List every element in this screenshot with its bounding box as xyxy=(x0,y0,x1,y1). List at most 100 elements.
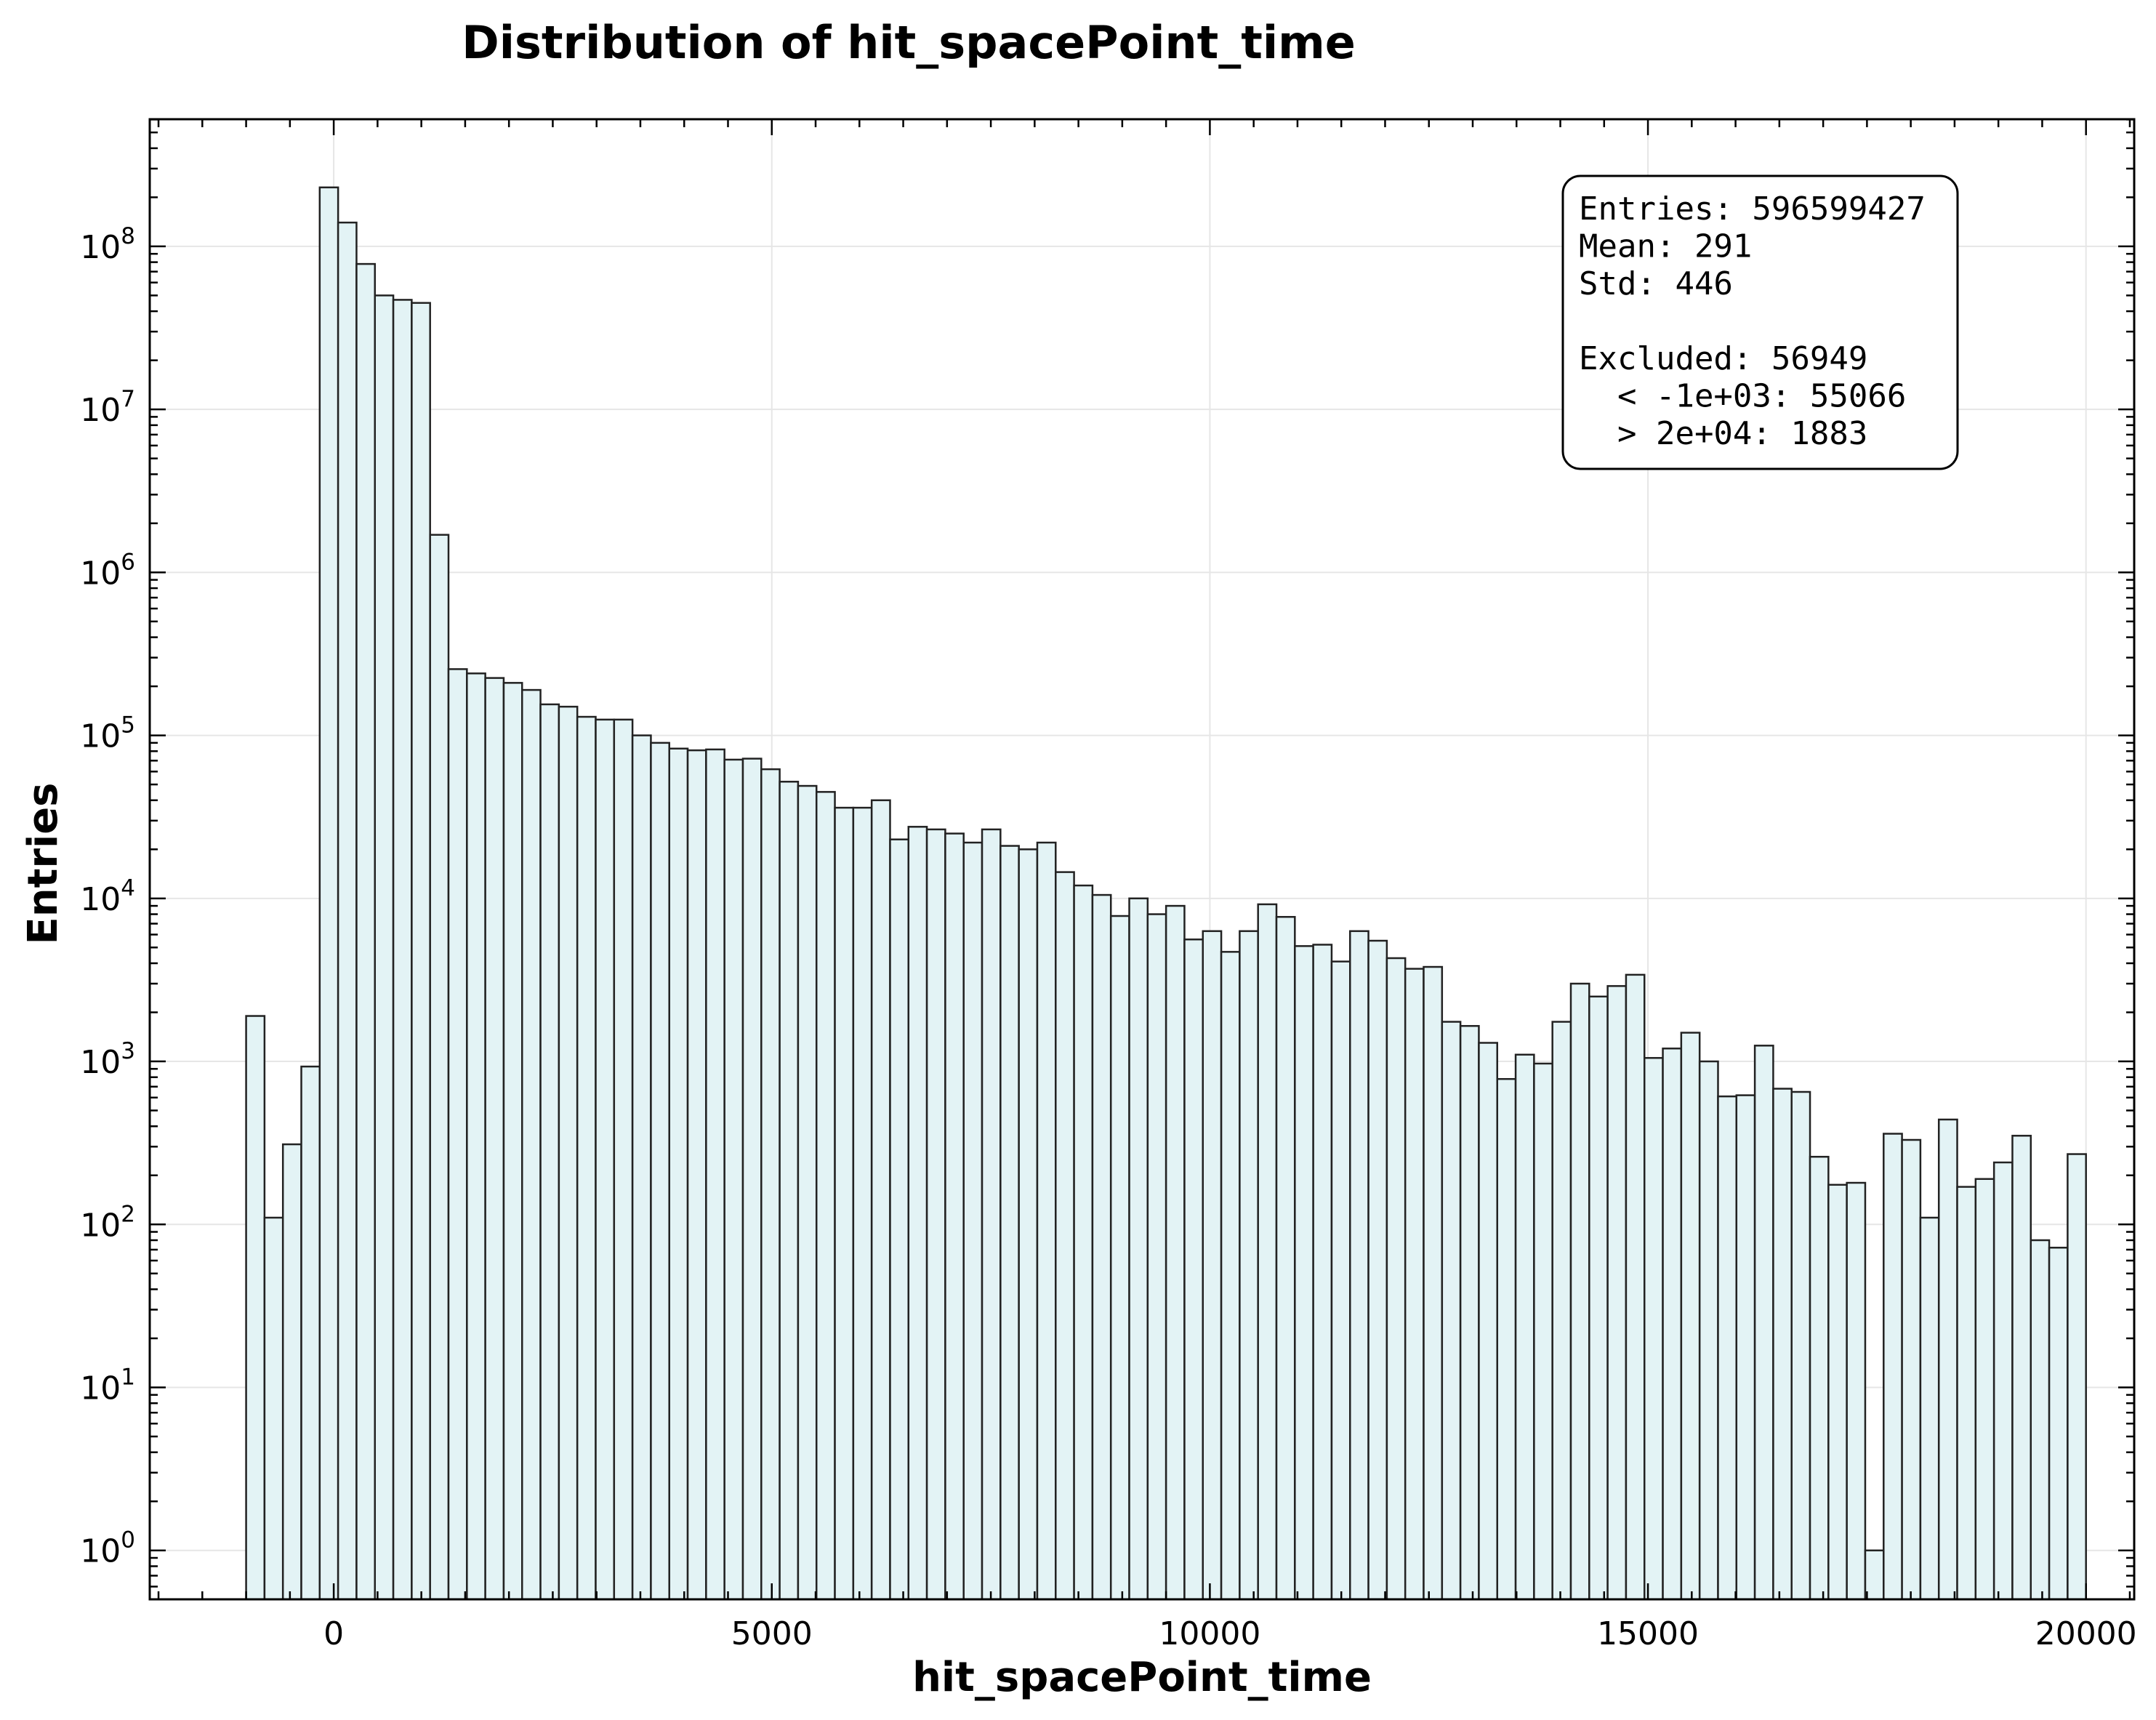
histogram-bar xyxy=(650,742,670,1601)
histogram-bar xyxy=(779,781,800,1601)
histogram-bar xyxy=(631,734,652,1601)
histogram-bar xyxy=(1018,848,1039,1601)
stats-line: Entries: 596599427 xyxy=(1579,190,1926,228)
y-tick-label-base: 10 xyxy=(80,1044,121,1081)
histogram-bar xyxy=(1202,930,1223,1601)
histogram-bar xyxy=(1496,1077,1517,1601)
histogram-bar xyxy=(1643,1057,1664,1601)
histogram-bar xyxy=(1606,985,1628,1601)
y-tick-label-exponent: 2 xyxy=(121,1201,135,1227)
y-tick-label: 103 xyxy=(80,1038,135,1081)
histogram-bar xyxy=(539,703,560,1601)
histogram-bar xyxy=(1128,897,1149,1601)
histogram-bar xyxy=(1809,1155,1830,1601)
histogram-bar xyxy=(2048,1247,2069,1601)
x-tick-label: 0 xyxy=(323,1615,344,1652)
histogram-bar xyxy=(1625,973,1646,1601)
histogram-bar xyxy=(870,799,891,1601)
stats-line: < -1e+03: 55066 xyxy=(1579,378,1906,415)
histogram-bar xyxy=(889,838,910,1601)
histogram-bar xyxy=(1091,893,1112,1601)
x-tick-label: 20000 xyxy=(2035,1615,2137,1652)
histogram-bar xyxy=(705,748,725,1601)
y-tick-label-exponent: 6 xyxy=(121,549,135,575)
histogram-bar xyxy=(1551,1021,1572,1601)
histogram-bar xyxy=(1073,884,1094,1601)
histogram-bar xyxy=(962,841,984,1601)
x-axis-label: hit_spacePoint_time xyxy=(912,1654,1372,1701)
histogram-bar xyxy=(300,1065,321,1601)
histogram-bar xyxy=(1992,1161,2014,1601)
histogram-bar xyxy=(1220,951,1241,1601)
histogram-bar xyxy=(558,705,579,1601)
y-tick-label-exponent: 1 xyxy=(121,1365,135,1391)
histogram-bar xyxy=(1055,871,1075,1601)
histogram-bar xyxy=(741,757,763,1601)
histogram-bar xyxy=(1974,1178,1995,1601)
histogram-bar xyxy=(2011,1135,2032,1601)
histogram-bar xyxy=(1239,930,1259,1601)
histogram-bar xyxy=(1717,1095,1738,1601)
histogram-bar xyxy=(1956,1186,1977,1601)
axis-ticks xyxy=(150,118,2134,1599)
histogram-bar xyxy=(1109,915,1130,1601)
histogram-bar xyxy=(1790,1090,1811,1601)
histogram-bar xyxy=(484,677,505,1601)
stats-line: > 2e+04: 1883 xyxy=(1579,415,1867,452)
histogram-bar xyxy=(374,294,395,1601)
y-tick-label: 101 xyxy=(80,1365,135,1407)
histogram-bar xyxy=(576,715,597,1601)
histogram-bar xyxy=(337,221,358,1601)
histogram-bar xyxy=(1294,945,1314,1601)
histogram-bar xyxy=(1330,960,1351,1601)
histogram-bar xyxy=(411,302,431,1601)
histogram-bar xyxy=(1478,1042,1498,1601)
histogram-bar xyxy=(1165,904,1186,1601)
histogram-bar xyxy=(981,828,1002,1601)
histogram-bar xyxy=(1753,1045,1774,1601)
histogram-bar xyxy=(1514,1053,1535,1601)
y-tick-label-base: 10 xyxy=(80,1370,121,1407)
stats-line: Mean: 291 xyxy=(1579,228,1752,265)
histogram-bar xyxy=(1183,939,1204,1601)
stats-box-frame xyxy=(1561,174,1959,470)
histogram-bar xyxy=(686,749,707,1601)
histogram-bar xyxy=(1698,1060,1719,1601)
histogram-bar xyxy=(1367,939,1388,1601)
y-tick-label-base: 10 xyxy=(80,881,121,918)
y-tick-label-exponent: 3 xyxy=(121,1038,135,1064)
histogram-bar xyxy=(668,747,689,1601)
histogram-bar xyxy=(797,784,818,1601)
x-tick-label: 10000 xyxy=(1159,1615,1260,1652)
y-tick-label: 106 xyxy=(80,549,135,592)
histogram-bar xyxy=(1919,1216,1940,1601)
histogram-bar xyxy=(1404,968,1425,1601)
y-tick-label-base: 10 xyxy=(80,1533,121,1570)
histogram-bar xyxy=(1312,944,1333,1601)
histogram-bar xyxy=(595,718,616,1601)
stats-text: Entries: 596599427 Mean: 291 Std: 446 Exclu… xyxy=(1579,190,1926,452)
histogram-bar xyxy=(1423,965,1444,1601)
y-tick-label-base: 10 xyxy=(80,718,121,755)
y-tick-label-exponent: 5 xyxy=(121,712,135,739)
histogram-bar xyxy=(502,682,523,1601)
histogram-bar xyxy=(1883,1133,1903,1601)
y-axis-label: Entries xyxy=(20,782,67,944)
histogram-bar xyxy=(1772,1088,1793,1601)
histogram-bar xyxy=(1275,916,1296,1601)
histogram-bar xyxy=(392,299,413,1601)
histogram-bar xyxy=(1901,1138,1922,1601)
y-tick-label-base: 10 xyxy=(80,229,121,266)
plot-frame xyxy=(148,118,2136,1601)
stats-line: Excluded: 56949 xyxy=(1579,340,1867,377)
histogram-bar xyxy=(355,262,377,1601)
histogram-bar xyxy=(723,758,744,1601)
histogram-bar xyxy=(1146,913,1167,1601)
histogram-bar xyxy=(815,791,836,1601)
stats-line: Std: 446 xyxy=(1579,265,1733,302)
tick-labels: 0 5000 10000 15000 2000010010110210310410510… xyxy=(80,223,2136,1652)
histogram-bar xyxy=(281,1143,302,1601)
histogram-bar xyxy=(429,534,450,1601)
histogram-bar xyxy=(1662,1048,1683,1601)
y-tick-label: 105 xyxy=(80,712,135,755)
